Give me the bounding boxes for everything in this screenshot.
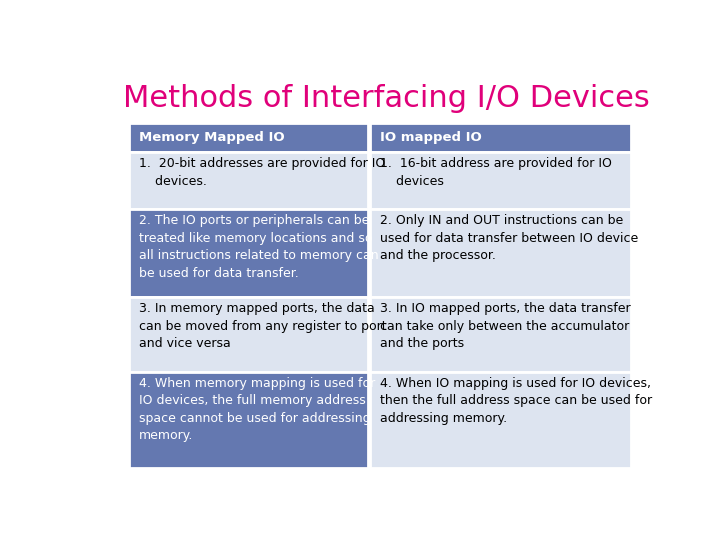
Bar xyxy=(370,210,631,297)
Text: 2. Only IN and OUT instructions can be
used for data transfer between IO device
: 2. Only IN and OUT instructions can be u… xyxy=(380,214,639,262)
Text: 3. In IO mapped ports, the data transfer
can take only between the accumulator
a: 3. In IO mapped ports, the data transfer… xyxy=(380,302,631,350)
Bar xyxy=(129,297,368,372)
Text: 2. The IO ports or peripherals can be
treated like memory locations and so
all i: 2. The IO ports or peripherals can be tr… xyxy=(139,214,379,280)
Text: 4. When memory mapping is used for
IO devices, the full memory address
space can: 4. When memory mapping is used for IO de… xyxy=(139,376,375,442)
Bar xyxy=(370,123,631,152)
Bar xyxy=(129,152,368,210)
Text: Memory Mapped IO: Memory Mapped IO xyxy=(139,131,284,144)
Bar xyxy=(129,123,368,152)
Bar xyxy=(129,210,368,297)
Text: 1.  16-bit address are provided for IO
    devices: 1. 16-bit address are provided for IO de… xyxy=(380,157,612,188)
Bar xyxy=(370,372,631,468)
Text: Methods of Interfacing I/O Devices: Methods of Interfacing I/O Devices xyxy=(124,84,650,112)
Bar xyxy=(370,297,631,372)
Text: IO mapped IO: IO mapped IO xyxy=(380,131,482,144)
Text: 1.  20-bit addresses are provided for IO
    devices.: 1. 20-bit addresses are provided for IO … xyxy=(139,157,385,188)
Text: 4. When IO mapping is used for IO devices,
then the full address space can be us: 4. When IO mapping is used for IO device… xyxy=(380,376,652,424)
Bar xyxy=(370,152,631,210)
Text: 3. In memory mapped ports, the data
can be moved from any register to port
and v: 3. In memory mapped ports, the data can … xyxy=(139,302,387,350)
Bar xyxy=(129,372,368,468)
